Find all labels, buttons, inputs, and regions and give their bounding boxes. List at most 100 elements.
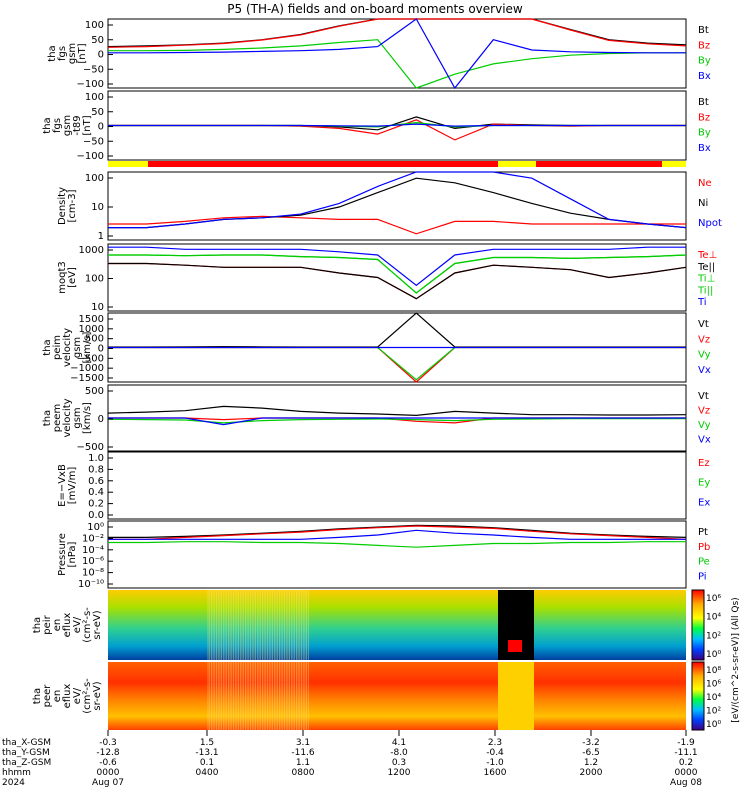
x-axis-value: -0.3 (99, 738, 117, 748)
status-bar-yellow (498, 161, 536, 167)
y-tick-label: −1500 (70, 373, 104, 384)
y-axis-label: -t89 (72, 115, 83, 135)
y-axis-label: eflux (62, 684, 73, 709)
y-axis-label: tha (32, 617, 43, 633)
colorbar-tick-label: 10⁶ (706, 680, 721, 690)
y-axis-label: eV/ (72, 687, 83, 704)
y-axis-label: tha (42, 410, 53, 426)
y-axis-label: [cm-3] (67, 189, 78, 222)
y-axis-label: E=−VxB (57, 464, 68, 507)
y-axis-label: en (52, 690, 63, 703)
legend-label: Vt (698, 319, 709, 330)
status-bar (108, 161, 686, 167)
legend-label: By (698, 128, 711, 139)
y-tick-label: −500 (77, 442, 104, 453)
x-axis-value: Aug 08 (670, 778, 702, 788)
y-tick-label: 1000 (79, 245, 104, 256)
y-axis-label: Density (57, 187, 68, 225)
legend-label: Bx (698, 71, 711, 82)
y-axis-label: fgs (52, 118, 63, 133)
y-tick-label: 1500 (79, 314, 104, 325)
legend-label: Ez (698, 458, 710, 469)
series-line-Bx (108, 18, 686, 90)
y-tick-label: 10⁻¹⁰ (78, 579, 104, 590)
x-axis-row-label: tha_X-GSM (2, 738, 51, 748)
y-axis-label: peem (52, 404, 63, 432)
y-axis-label: gsm (72, 337, 83, 358)
x-axis-row-label: 2024 (2, 778, 25, 788)
x-axis-value: 0.1 (200, 758, 214, 768)
series-line-Ti⊥ (108, 254, 687, 294)
spectrogram (108, 662, 686, 730)
y-tick-label: 0.0 (88, 510, 104, 521)
colorbar (691, 589, 705, 661)
series-line-Vx (108, 417, 686, 426)
y-axis-label: peir (42, 614, 53, 634)
panel-10: tha peer en eflux eV/(cm²-s-sr-eV) (32, 662, 686, 730)
panel-9: tha peir en eflux eV/(cm²-s-sr-eV) (32, 590, 686, 660)
y-axis-label: [km/s] (82, 402, 93, 434)
x-axis-value: -11.1 (674, 748, 697, 758)
x-axis-value: 0.3 (392, 758, 406, 768)
legend-label: Bz (698, 40, 710, 51)
panel-7: E=−VxB [mV/m] (57, 451, 687, 520)
legend-label: Pi (698, 571, 707, 582)
colorbar-tick-label: 10² (706, 707, 721, 717)
colorbar-tick-label: 10⁴ (706, 693, 721, 703)
spectrogram (108, 590, 686, 660)
x-axis-row-label: tha_Y-GSM (2, 748, 50, 758)
y-tick-label: 500 (85, 334, 104, 345)
y-tick-label: −100 (77, 151, 104, 162)
panel-frame (107, 243, 687, 312)
colorbar-gradient (691, 661, 705, 731)
panel-frame (107, 171, 687, 241)
y-tick-label: 0.6 (88, 476, 104, 487)
y-axis-label: [nT] (77, 43, 88, 63)
x-axis-value: 0000 (97, 768, 120, 778)
legend-label: Vx (698, 365, 711, 376)
legend-label: Bt (698, 97, 709, 108)
y-tick-label: 100 (85, 173, 104, 184)
x-axis-value: -1.9 (677, 738, 695, 748)
status-bar-yellow (662, 161, 686, 167)
y-tick-label: 1000 (79, 324, 104, 335)
y-axis-label: sr-eV) (92, 681, 103, 710)
x-axis-row-label: hhmm (2, 768, 31, 778)
legend-label: By (698, 56, 711, 67)
y-axis-label: en (52, 619, 63, 632)
x-axis-value: 1.5 (200, 738, 214, 748)
y-axis-label: moqt3 (57, 261, 68, 294)
x-axis-value: 1600 (484, 768, 507, 778)
colorbar-tick-label: 10⁰ (706, 720, 721, 730)
panel-8: Pressure [nPa] (57, 520, 687, 589)
series-line-Pe (108, 541, 686, 548)
series-line-Bx (108, 123, 686, 127)
legend-label: Vy (698, 420, 711, 431)
y-axis-label: fgs (57, 46, 68, 61)
y-axis-label: tha (42, 339, 53, 355)
legend-label: Bx (698, 143, 711, 154)
x-axis-value: -1.0 (486, 758, 504, 768)
panel-2: tha fgs gsm -t89 [nT] (42, 90, 687, 161)
y-tick-label: 1.0 (88, 453, 104, 464)
y-tick-label: 500 (85, 386, 104, 397)
legend-label: Ne (698, 178, 712, 189)
colorbar-tick-label: 10² (706, 631, 721, 641)
legend-label: Bt (698, 25, 709, 36)
series-line-Vz (108, 346, 686, 383)
y-tick-label: 0.8 (88, 464, 104, 475)
y-tick-label: 0 (98, 50, 104, 61)
legend-label: Pt (698, 527, 708, 538)
legend-label: Ey (698, 478, 710, 489)
y-tick-label: 10⁰ (87, 522, 104, 533)
x-axis (107, 730, 687, 736)
status-bar-yellow (108, 161, 148, 167)
legend-label: Vt (698, 391, 709, 402)
y-tick-label: 0 (98, 344, 104, 355)
series-line-Te⊥ (108, 262, 687, 300)
panel-6: tha peem velocity gsm [km/s] (42, 384, 687, 452)
legend-label: Npot (698, 218, 722, 229)
y-tick-label: 0 (98, 122, 104, 133)
y-axis-label: [eV] (67, 267, 78, 288)
